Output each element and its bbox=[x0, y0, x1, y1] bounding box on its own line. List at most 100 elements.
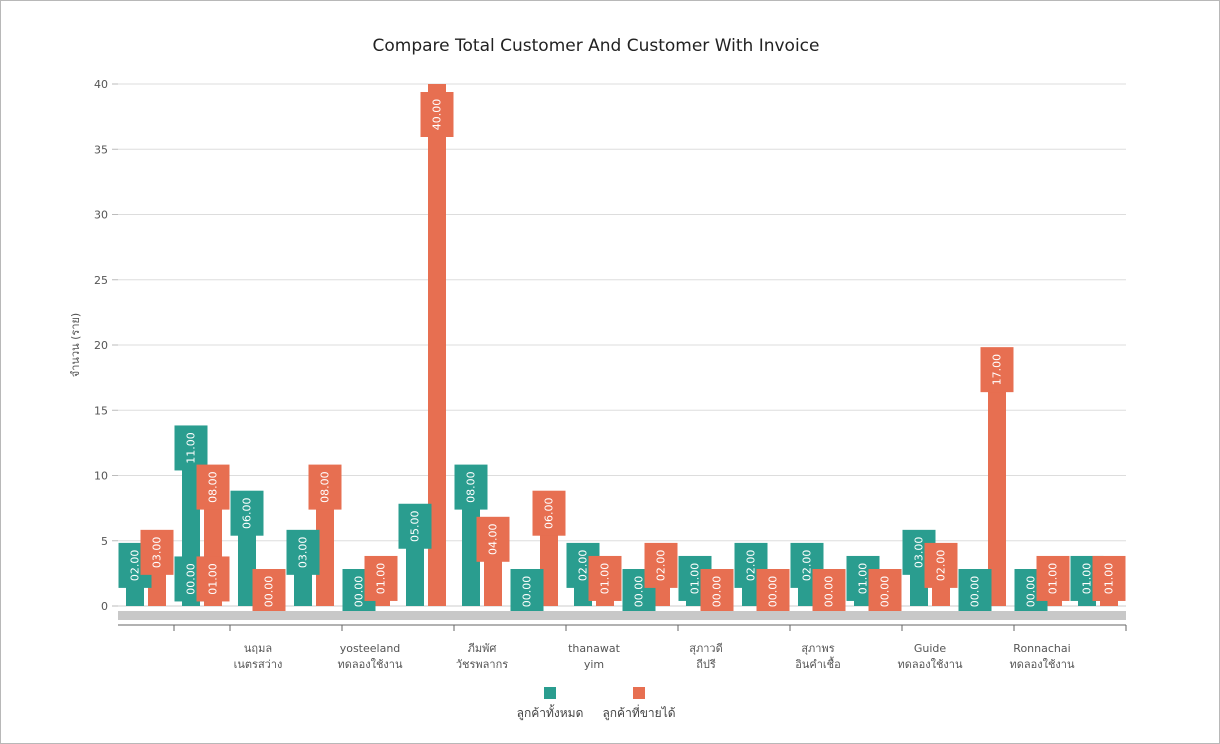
data-labels: 02.00 11.00 06.00 03.00 00.00 05.00 08.00 00.00… bbox=[118, 92, 1126, 614]
horizontal-scrollbar[interactable] bbox=[118, 611, 1126, 620]
legend-swatch-invoice bbox=[633, 687, 645, 699]
data-label-box bbox=[420, 92, 454, 137]
data-label-invoice: 01.00 bbox=[1036, 555, 1070, 601]
x-category-label: Ronnachai bbox=[1013, 642, 1070, 655]
data-label-text: 05.00 bbox=[409, 511, 422, 543]
y-tick-label: 15 bbox=[94, 404, 108, 417]
data-label-text: 08.00 bbox=[207, 471, 220, 503]
data-label-text: 00.00 bbox=[969, 576, 982, 608]
data-label-box bbox=[980, 347, 1014, 393]
grid-lines bbox=[118, 83, 1126, 607]
y-tick-label: 10 bbox=[94, 470, 108, 483]
data-label-text: 00.00 bbox=[263, 576, 276, 608]
data-label-invoice: 02.00 bbox=[644, 542, 678, 588]
y-tick-label: 5 bbox=[101, 535, 108, 548]
data-label-text: 01.00 bbox=[207, 563, 220, 595]
data-label-box bbox=[286, 529, 320, 575]
data-label-box bbox=[196, 464, 230, 510]
x-category-label: ทดลองใช้งาน bbox=[337, 658, 402, 671]
data-label-box bbox=[252, 569, 286, 614]
data-label-text: 01.00 bbox=[689, 563, 702, 595]
y-tick-label: 35 bbox=[94, 143, 108, 156]
data-label-text: 01.00 bbox=[1081, 563, 1094, 595]
data-label-invoice: 01.00 bbox=[588, 555, 622, 601]
data-label-invoice: 01.00 bbox=[364, 555, 398, 601]
bar-total[interactable] bbox=[406, 540, 424, 606]
x-category-label: สุภาพร bbox=[801, 642, 834, 655]
data-label-total: 05.00 bbox=[398, 503, 432, 549]
data-label-invoice: 08.00 bbox=[308, 464, 342, 510]
bar-invoice[interactable] bbox=[988, 384, 1006, 606]
data-label-text: 00.00 bbox=[185, 563, 198, 595]
data-label-text: 01.00 bbox=[375, 563, 388, 595]
data-label-text: 03.00 bbox=[297, 537, 310, 569]
data-label-text: 02.00 bbox=[129, 550, 142, 582]
data-label-total: 11.00 bbox=[174, 425, 208, 471]
data-label-text: 08.00 bbox=[465, 471, 478, 503]
data-label-text: 00.00 bbox=[767, 576, 780, 608]
data-label-total: 03.00 bbox=[286, 529, 320, 575]
x-axis-ticks bbox=[173, 625, 1127, 631]
data-label-total: 06.00 bbox=[230, 490, 264, 536]
data-label-text: 00.00 bbox=[711, 576, 724, 608]
x-category-label: เนตรสว่าง bbox=[234, 658, 283, 671]
data-label-invoice: 00.00 bbox=[756, 569, 790, 614]
legend-item-invoice[interactable]: ลูกค้าที่ขายได้ bbox=[602, 687, 676, 721]
data-label-box bbox=[1092, 555, 1126, 601]
data-label-total: 08.00 bbox=[454, 464, 488, 510]
x-category-label: ภีมพัศ bbox=[468, 642, 497, 655]
data-label-box bbox=[308, 464, 342, 510]
data-label-box bbox=[868, 569, 902, 614]
data-label-box bbox=[644, 542, 678, 588]
data-label-invoice: 02.00 bbox=[924, 542, 958, 588]
data-label-box bbox=[174, 425, 208, 471]
data-label-box bbox=[510, 569, 544, 614]
bar-invoice[interactable] bbox=[484, 553, 502, 606]
bar-invoice[interactable] bbox=[148, 566, 166, 606]
data-label-text: 40.00 bbox=[431, 99, 444, 131]
y-tick-label: 20 bbox=[94, 339, 108, 352]
data-label-box bbox=[476, 516, 510, 562]
legend-swatch-total bbox=[544, 687, 556, 699]
x-category-label: thanawat bbox=[568, 642, 620, 655]
data-label-text: 00.00 bbox=[521, 576, 534, 608]
x-category-label: วัชรพลากร bbox=[456, 658, 508, 671]
data-label-box bbox=[532, 490, 566, 536]
bar-total[interactable] bbox=[910, 566, 928, 606]
data-label-text: 02.00 bbox=[935, 550, 948, 582]
data-label-text: 00.00 bbox=[633, 576, 646, 608]
legend: ลูกค้าทั้งหมด ลูกค้าที่ขายได้ bbox=[517, 687, 676, 721]
data-label-box bbox=[1036, 555, 1070, 601]
y-tick-label: 40 bbox=[94, 78, 108, 91]
data-label-box bbox=[230, 490, 264, 536]
data-label-invoice: 03.00 bbox=[140, 529, 174, 575]
y-axis-ticks: 0 5 10 15 20 25 30 35 40 bbox=[94, 78, 118, 613]
bar-invoice[interactable] bbox=[428, 84, 446, 606]
data-label-box bbox=[958, 569, 992, 614]
x-category-label: ทดลองใช้งาน bbox=[897, 658, 962, 671]
data-label-text: 02.00 bbox=[745, 550, 758, 582]
data-label-text: 01.00 bbox=[1103, 563, 1116, 595]
data-label-box bbox=[756, 569, 790, 614]
data-label-total: 00.00 bbox=[510, 569, 544, 614]
data-label-text: 04.00 bbox=[487, 524, 500, 556]
data-label-text: 17.00 bbox=[991, 354, 1004, 386]
data-label-total: 00.00 bbox=[958, 569, 992, 614]
bar-invoice[interactable] bbox=[316, 501, 334, 606]
data-label-box bbox=[588, 555, 622, 601]
data-label-text: 01.00 bbox=[857, 563, 870, 595]
x-category-label: ถีปรี bbox=[696, 658, 716, 671]
x-category-label: yim bbox=[584, 658, 604, 671]
legend-item-total[interactable]: ลูกค้าทั้งหมด bbox=[517, 687, 584, 721]
bar-total[interactable] bbox=[294, 566, 312, 606]
y-tick-label: 0 bbox=[101, 600, 108, 613]
data-label-box bbox=[140, 529, 174, 575]
data-label-text: 03.00 bbox=[151, 537, 164, 569]
legend-label-total: ลูกค้าทั้งหมด bbox=[517, 704, 584, 721]
y-tick-label: 30 bbox=[94, 209, 108, 222]
data-label-box bbox=[700, 569, 734, 614]
data-label-box bbox=[924, 542, 958, 588]
bar-invoice[interactable] bbox=[540, 527, 558, 606]
bar-total[interactable] bbox=[238, 527, 256, 606]
bar-total[interactable] bbox=[462, 501, 480, 606]
